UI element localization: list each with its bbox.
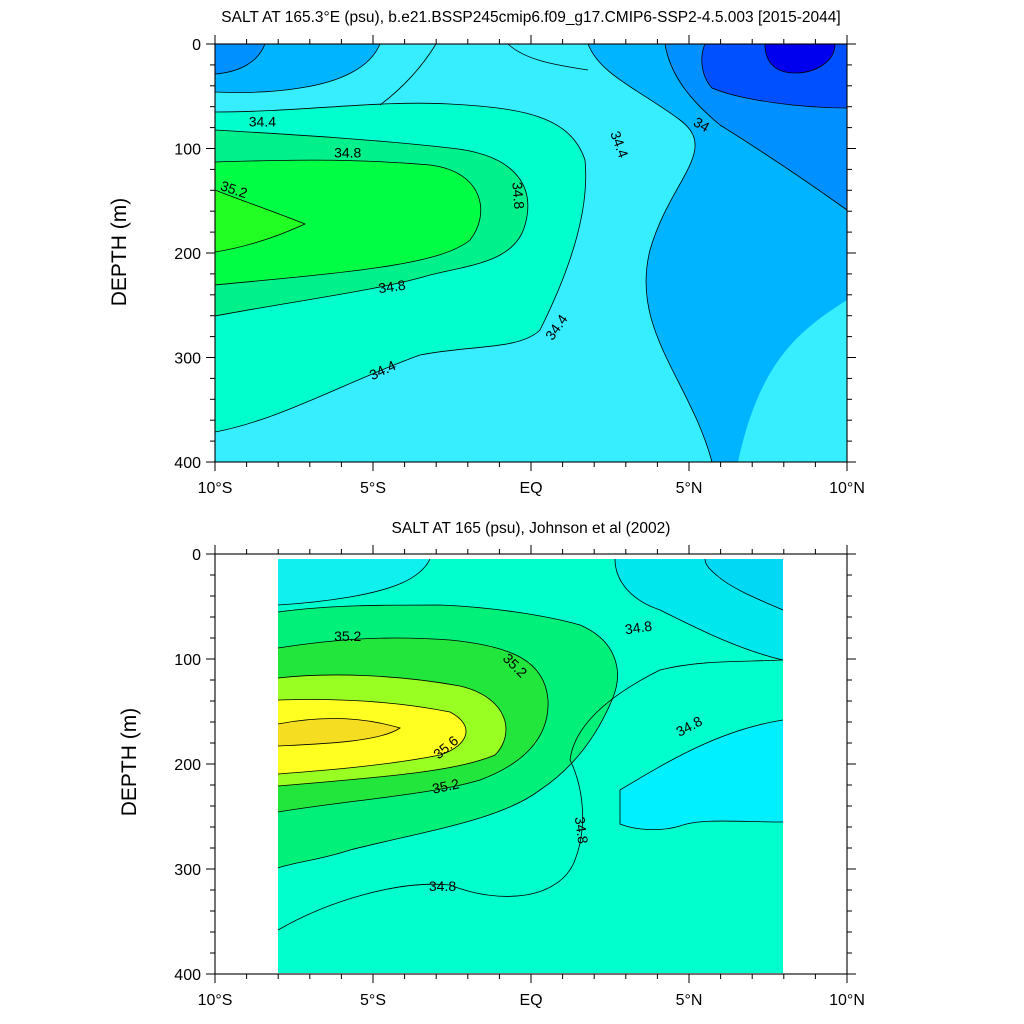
bottom-x-tick-label: 5°S xyxy=(360,992,386,1009)
svg-text:35.2: 35.2 xyxy=(334,628,361,644)
bottom-y-tick-label: 200 xyxy=(174,757,201,774)
bottom-contour-label: 34.8 xyxy=(572,816,592,845)
bottom-chart-title: SALT AT 165 (psu), Johnson et al (2002) xyxy=(392,520,671,537)
top-y-tick-label: 400 xyxy=(174,455,201,472)
bottom-y-tick-label: 300 xyxy=(174,862,201,879)
bottom-contour-lines xyxy=(277,558,784,931)
svg-text:34.8: 34.8 xyxy=(429,878,456,894)
top-y-tick-label: 300 xyxy=(174,351,201,368)
svg-text:34.8: 34.8 xyxy=(509,181,527,210)
top-y-tick-label: 100 xyxy=(174,142,201,159)
top-contour-fill xyxy=(215,44,847,462)
svg-text:34.8: 34.8 xyxy=(572,816,592,845)
top-chart-title: SALT AT 165.3°E (psu), b.e21.BSSP245cmip… xyxy=(221,9,840,26)
svg-text:34.8: 34.8 xyxy=(334,145,361,161)
top-y-tick-label: 0 xyxy=(192,37,201,54)
top-x-tick-label: EQ xyxy=(519,480,542,497)
top-x-tick-label: 10°S xyxy=(198,480,233,497)
top-x-tick-label: 5°N xyxy=(676,480,703,497)
bottom-axes: 10°S 5°S EQ 5°N 10°N 0 100 200 300 400 xyxy=(174,545,865,1009)
bottom-contour-label: 35.2 xyxy=(431,775,461,796)
svg-text:35.2: 35.2 xyxy=(431,775,461,796)
top-contour-label: 34 xyxy=(691,114,713,136)
top-contour-lines xyxy=(214,43,848,463)
svg-text:34.4: 34.4 xyxy=(249,113,276,129)
top-contour-label: 34.8 xyxy=(334,145,361,161)
top-contour-label: 34.4 xyxy=(249,113,276,129)
svg-text:34.8: 34.8 xyxy=(624,618,653,638)
bottom-contour-label: 34.8 xyxy=(429,878,456,894)
bottom-y-tick-label: 400 xyxy=(174,967,201,984)
top-y-tick-label: 200 xyxy=(174,246,201,263)
top-contour-label: 34.8 xyxy=(509,181,527,210)
svg-text:34: 34 xyxy=(691,114,713,136)
top-x-tick-label: 10°N xyxy=(829,480,865,497)
top-y-axis-label: DEPTH (m) xyxy=(108,198,131,307)
bottom-y-tick-label: 100 xyxy=(174,652,201,669)
bottom-x-tick-label: 5°N xyxy=(676,992,703,1009)
top-x-tick-label: 5°S xyxy=(360,480,386,497)
svg-text:34.8: 34.8 xyxy=(377,277,406,297)
bottom-x-tick-label: 10°S xyxy=(198,992,233,1009)
bottom-y-tick-label: 0 xyxy=(192,547,201,564)
bottom-y-axis-label: DEPTH (m) xyxy=(118,708,141,817)
bottom-contour-label: 35.2 xyxy=(334,628,361,644)
top-axes: 10°S 5°S EQ 5°N 10°N 0 100 200 300 400 xyxy=(174,35,865,497)
bottom-x-tick-label: EQ xyxy=(519,992,542,1009)
bottom-x-tick-label: 10°N xyxy=(829,992,865,1009)
bottom-contour-label: 34.8 xyxy=(624,618,653,638)
bottom-contour-fill xyxy=(278,559,783,973)
top-contour-label: 34.8 xyxy=(377,277,406,297)
